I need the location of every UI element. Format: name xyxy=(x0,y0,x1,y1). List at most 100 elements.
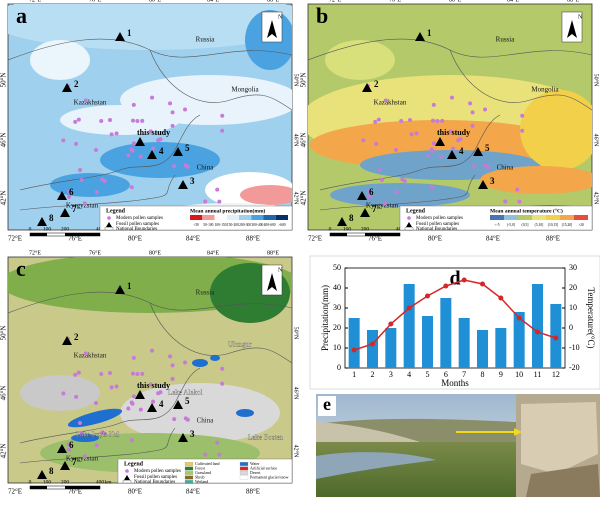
fossil-pollen-site xyxy=(173,400,183,409)
modern-pollen-sample xyxy=(129,400,134,405)
y-tick-label: 30 xyxy=(333,303,341,312)
y2-tick-label: 30 xyxy=(569,263,577,272)
legend-item: Fossil pollen samples xyxy=(134,475,177,480)
modern-pollen-sample xyxy=(76,117,81,122)
north-arrow xyxy=(567,20,577,38)
national-boundary xyxy=(149,49,292,111)
legend-item: National Boundaries xyxy=(134,480,175,485)
lon-label: 80°E xyxy=(428,235,442,243)
modern-pollen-sample xyxy=(94,401,98,405)
fossil-pollen-site xyxy=(415,32,425,41)
precipitation-bar xyxy=(422,316,433,368)
y2-tick-label: 0 xyxy=(569,323,573,332)
panel-letter: a xyxy=(16,3,27,28)
x-tick-label: 12 xyxy=(552,370,560,379)
x-tick-label: 2 xyxy=(371,370,375,379)
legend-swatch xyxy=(560,215,574,220)
legend-class: Grassland xyxy=(195,470,211,475)
modern-pollen-sample xyxy=(109,132,114,137)
temperature-line xyxy=(353,279,557,351)
legend-class: 100-150 xyxy=(215,223,227,227)
modern-pollen-sample xyxy=(61,391,66,396)
modern-pollen-sample xyxy=(74,394,79,399)
modern-pollen-sample xyxy=(131,141,136,146)
lat-label: 46°N xyxy=(593,134,600,147)
legend-class: Water xyxy=(250,461,260,466)
legend-swatch xyxy=(184,480,194,484)
modern-pollen-sample xyxy=(220,128,225,133)
site-label: 7 xyxy=(372,204,377,214)
legend-class: Forest xyxy=(195,465,206,470)
legend-class: 400-600 xyxy=(264,223,276,227)
modern-pollen-sample xyxy=(394,190,399,195)
y-tick-label: 0 xyxy=(337,363,341,372)
fossil-pollen-site xyxy=(435,137,445,146)
modern-pollen-sample xyxy=(129,147,134,152)
map-region xyxy=(8,4,292,50)
lat-label: 42°N xyxy=(593,192,600,205)
map-region xyxy=(520,90,592,170)
site-label: 3 xyxy=(490,176,495,186)
modern-pollen-sample xyxy=(76,370,81,375)
lon-label: 72°E xyxy=(308,235,322,243)
modern-pollen-sample xyxy=(148,382,153,387)
lat-label: 46°N xyxy=(0,133,8,148)
legend-boundary xyxy=(104,227,114,231)
national-boundary xyxy=(319,114,501,191)
modern-pollen-sample xyxy=(379,178,384,183)
photo-panel: e xyxy=(316,394,600,497)
modern-pollen-sample xyxy=(172,164,177,169)
precipitation-bar xyxy=(495,328,507,368)
x-axis-label: Months xyxy=(441,378,469,388)
fossil-pollen-site xyxy=(357,191,367,200)
lat-label: 42°N xyxy=(0,191,8,206)
lon-label: 72°E xyxy=(29,249,41,256)
legend-class: <50 xyxy=(193,223,199,227)
scale-label: 200 xyxy=(61,479,70,485)
legend-class: 300-400 xyxy=(251,223,263,227)
lon-label: 88°E xyxy=(246,488,260,496)
legend-swatch xyxy=(518,215,532,220)
north-label: N xyxy=(278,267,283,273)
lat-label: 46°N xyxy=(0,386,8,401)
modern-pollen-sample xyxy=(82,454,87,459)
x-tick-label: 8 xyxy=(481,370,485,379)
panel-letter: d xyxy=(449,268,460,290)
legend-class: Artificial surface xyxy=(250,465,277,470)
modern-pollen-sample xyxy=(170,363,175,368)
fossil-pollen-site xyxy=(115,285,125,294)
temperature-point xyxy=(480,281,485,287)
site-label: 1 xyxy=(427,28,432,38)
x-tick-label: 7 xyxy=(462,370,466,379)
lon-label: 76°E xyxy=(89,0,101,3)
fossil-pollen-site xyxy=(147,150,157,159)
modern-pollen-sample xyxy=(430,118,435,123)
fossil-pollen-site xyxy=(135,390,145,399)
fossil-pollen-site xyxy=(37,470,47,479)
modern-pollen-sample xyxy=(148,129,153,134)
legend-swatch xyxy=(239,471,249,475)
site-label: 3 xyxy=(190,429,195,439)
modern-pollen-sample xyxy=(374,141,379,146)
modern-pollen-sample xyxy=(414,131,419,136)
modern-pollen-sample xyxy=(131,102,136,107)
modern-pollen-sample xyxy=(138,407,143,412)
modern-pollen-sample xyxy=(217,199,222,204)
site-label: 5 xyxy=(185,396,190,406)
lon-label: 76°E xyxy=(368,235,382,243)
lon-label: 84°E xyxy=(507,0,519,3)
legend-swatch xyxy=(490,215,504,220)
site-label: 8 xyxy=(349,213,354,223)
map-region xyxy=(330,183,470,207)
site-label: 2 xyxy=(74,79,79,89)
fossil-pollen-site xyxy=(473,147,483,156)
modern-pollen-sample xyxy=(394,148,398,152)
modern-pollen-sample xyxy=(74,141,79,146)
legend-swatch xyxy=(504,215,518,220)
north-arrow xyxy=(267,20,277,38)
precipitation-bar xyxy=(477,330,488,368)
temperature-point xyxy=(388,321,394,327)
fossil-pollen-site xyxy=(57,191,67,200)
legend-dot xyxy=(107,216,111,220)
